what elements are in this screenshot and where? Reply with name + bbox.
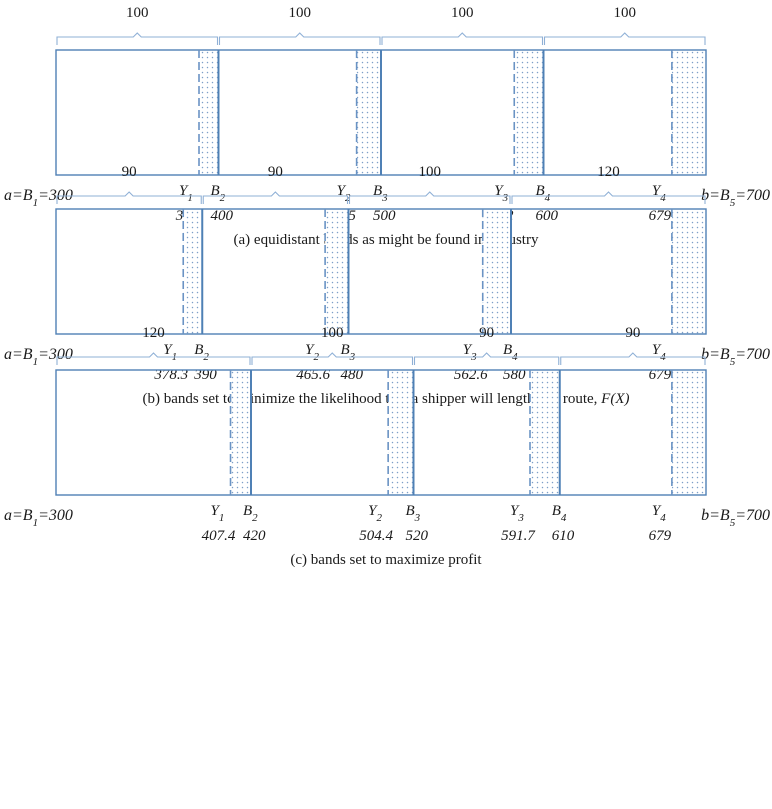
band-brace-2	[202, 191, 349, 204]
band-width-label-1: 90	[122, 164, 137, 180]
left-end-label: a=B1=300	[4, 346, 73, 368]
band-rectangle	[55, 369, 707, 496]
dotted-zone-2	[356, 50, 381, 175]
threshold-value-y3: 591.7	[501, 528, 536, 544]
threshold-label-y3: Y3	[494, 183, 508, 204]
band-brace-4	[511, 191, 706, 204]
threshold-label-y4: Y4	[652, 503, 666, 524]
boundary-label-b3: B3	[373, 183, 388, 204]
threshold-label-y2: Y2	[337, 183, 351, 204]
dotted-zone-1	[183, 209, 203, 334]
threshold-value-y1: 407.4	[202, 528, 236, 544]
panel-b: 90 90 100 120 a=B1=300 b=B5=700 Y1 378.3 Y2 465.6…	[4, 164, 770, 407]
band-width-label-3: 100	[451, 5, 474, 21]
threshold-label-y4: Y4	[652, 183, 666, 204]
boundary-value-b3: 520	[406, 528, 429, 544]
band-brace-4	[543, 32, 706, 45]
band-rectangle	[55, 208, 707, 335]
threshold-value-y4: 679	[649, 528, 672, 544]
dotted-zone-2	[325, 209, 349, 334]
dotted-zone-4	[671, 209, 706, 334]
panel-a: 100100100100a=B1=300b=B5=700Y1388Y2485Y3…	[4, 5, 770, 248]
threshold-value-y2: 504.4	[359, 528, 393, 544]
threshold-label-y3: Y3	[463, 342, 477, 363]
dotted-zone-1	[199, 50, 219, 175]
boundary-label-b3: B3	[406, 503, 421, 524]
band-brace-3	[381, 32, 544, 45]
band-brace-1	[56, 352, 251, 365]
boundary-label-b4: B4	[503, 342, 518, 363]
band-width-label-4: 90	[625, 325, 640, 341]
boundary-value-b3: 480	[341, 367, 364, 383]
panel-caption: (a) equidistant bands as might be found …	[234, 232, 539, 248]
threshold-value-y1: 378.3	[153, 367, 188, 383]
right-end-label: b=B5=700	[701, 507, 770, 529]
threshold-value-y2: 465.6	[296, 367, 330, 383]
left-end-label: a=B1=300	[4, 187, 73, 209]
dotted-zone-3	[482, 209, 511, 334]
band-width-label-4: 100	[614, 5, 637, 21]
boundary-value-b2: 420	[243, 528, 266, 544]
band-width-label-1: 120	[142, 325, 165, 341]
threshold-label-y1: Y1	[163, 342, 177, 363]
boundary-label-b2: B2	[194, 342, 209, 363]
dotted-zone-2	[388, 370, 414, 495]
boundary-value-b4: 600	[536, 208, 559, 224]
threshold-value-y3: 562.6	[454, 367, 488, 383]
band-brace-1	[56, 32, 219, 45]
band-brace-2	[218, 32, 381, 45]
dotted-zone-3	[530, 370, 560, 495]
band-brace-3	[413, 352, 560, 365]
band-width-label-3: 100	[419, 164, 442, 180]
threshold-label-y1: Y1	[211, 503, 225, 524]
right-end-label: b=B5=700	[701, 346, 770, 368]
band-width-label-2: 100	[321, 325, 344, 341]
boundary-value-b2: 390	[193, 367, 217, 383]
panel-caption: (c) bands set to maximize profit	[290, 552, 482, 568]
dotted-zone-4	[671, 50, 706, 175]
dotted-zone-3	[514, 50, 544, 175]
band-width-label-2: 100	[289, 5, 312, 21]
threshold-label-y2: Y2	[368, 503, 382, 524]
boundary-value-b2: 400	[211, 208, 234, 224]
panels-layer: 100100100100a=B1=300b=B5=700Y1388Y2485Y3…	[4, 5, 770, 568]
boundary-label-b2: B2	[211, 183, 226, 204]
boundary-label-b2: B2	[243, 503, 258, 524]
band-brace-2	[251, 352, 414, 365]
left-end-label: a=B1=300	[4, 507, 73, 529]
band-brace-4	[560, 352, 706, 365]
band-brace-3	[348, 191, 511, 204]
threshold-label-y2: Y2	[305, 342, 319, 363]
boundary-label-b4: B4	[536, 183, 551, 204]
band-width-label-3: 90	[479, 325, 494, 341]
dotted-zone-1	[230, 370, 251, 495]
boundary-label-b4: B4	[552, 503, 567, 524]
dotted-zone-4	[671, 370, 706, 495]
threshold-label-y3: Y3	[510, 503, 524, 524]
band-width-label-2: 90	[268, 164, 283, 180]
band-width-label-4: 120	[597, 164, 620, 180]
panel-caption: (b) bands set to minimize the likelihood…	[143, 391, 630, 407]
threshold-value-y4: 679	[649, 208, 672, 224]
threshold-label-y4: Y4	[652, 342, 666, 363]
right-end-label: b=B5=700	[701, 187, 770, 209]
band-brace-1	[56, 191, 202, 204]
threshold-value-y4: 679	[649, 367, 672, 383]
boundary-value-b4: 580	[503, 367, 526, 383]
boundary-value-b3: 500	[373, 208, 396, 224]
threshold-label-y1: Y1	[179, 183, 193, 204]
boundary-label-b3: B3	[341, 342, 356, 363]
band-width-label-1: 100	[126, 5, 149, 21]
panel-c: 120 100 90 90 a=B1=300 b=B5=700 Y1 407.4 Y2 504.4…	[4, 325, 770, 568]
boundary-value-b4: 610	[552, 528, 575, 544]
